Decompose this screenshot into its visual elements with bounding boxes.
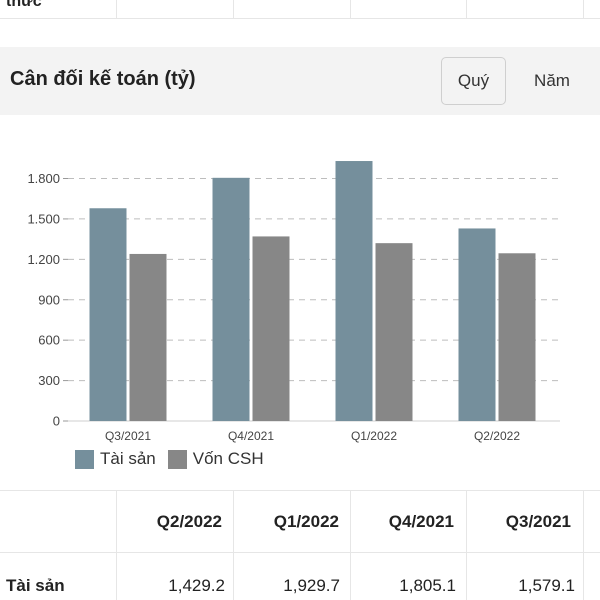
bar-tai-san bbox=[212, 177, 250, 421]
year-toggle-button[interactable]: Năm bbox=[534, 71, 570, 90]
table-divider bbox=[116, 490, 117, 600]
bar-von-csh bbox=[498, 253, 536, 421]
legend-item-tai-san[interactable]: Tài sản bbox=[75, 449, 156, 469]
y-tick-label: 1.200 bbox=[27, 252, 60, 267]
bar-tai-san bbox=[458, 228, 496, 421]
x-category-label: Q3/2021 bbox=[105, 429, 151, 443]
bar-von-csh bbox=[252, 236, 290, 421]
quarter-toggle-button[interactable]: Quý bbox=[441, 57, 506, 105]
row-label-tai-san: Tài sản bbox=[6, 576, 65, 595]
column-header-q4-2021: Q4/2021 bbox=[388, 512, 454, 531]
x-category-label: Q2/2022 bbox=[474, 429, 520, 443]
bar-von-csh bbox=[375, 243, 413, 421]
table-divider bbox=[466, 490, 467, 600]
bar-tai-san bbox=[89, 208, 127, 421]
column-header-q3-2021: Q3/2021 bbox=[505, 512, 571, 531]
table-divider bbox=[233, 490, 234, 600]
chart-legend: Tài sản Vốn CSH bbox=[75, 447, 276, 471]
y-tick-label: 900 bbox=[38, 292, 60, 307]
balance-table: Q2/2022 Q1/2022 Q4/2021 Q3/2021 Tài sản … bbox=[0, 490, 600, 600]
top-table-divider bbox=[350, 0, 351, 18]
legend-label: Vốn CSH bbox=[192, 449, 264, 468]
table-border bbox=[0, 552, 600, 553]
top-table-divider bbox=[233, 0, 234, 18]
column-header-q2-2022: Q2/2022 bbox=[156, 512, 222, 531]
section-header: Cân đối kế toán (tỷ) bbox=[0, 47, 600, 115]
table-border bbox=[0, 490, 600, 491]
table-divider bbox=[350, 490, 351, 600]
section-title: Cân đối kế toán (tỷ) bbox=[10, 68, 196, 90]
balance-sheet-chart: 0 300 600 900 1.200 1.500 1.800 Q3/2021 Q4/2021 Q… bbox=[27, 161, 560, 443]
top-table-partial: thức bbox=[0, 0, 600, 19]
top-table-divider bbox=[583, 0, 584, 18]
table-divider bbox=[583, 490, 584, 600]
table-cell: 1,579.1 bbox=[518, 576, 575, 595]
y-tick-label: 0 bbox=[53, 414, 60, 429]
table-cell: 1,429.2 bbox=[168, 576, 225, 595]
y-tick-label: 1.500 bbox=[27, 211, 60, 226]
bar-tai-san bbox=[335, 161, 373, 421]
table-cell: 1,805.1 bbox=[399, 576, 456, 595]
x-category-label: Q1/2022 bbox=[351, 429, 397, 443]
y-tick-label: 1.800 bbox=[27, 171, 60, 186]
table-cell: 1,929.7 bbox=[283, 576, 340, 595]
top-table-row-label: thức bbox=[6, 0, 42, 10]
top-table-divider bbox=[116, 0, 117, 18]
x-category-label: Q4/2021 bbox=[228, 429, 274, 443]
legend-item-von-csh[interactable]: Vốn CSH bbox=[167, 449, 264, 469]
legend-swatch-von-csh bbox=[167, 449, 187, 469]
legend-swatch-tai-san bbox=[75, 449, 94, 469]
legend-label: Tài sản bbox=[100, 449, 156, 468]
y-tick-label: 300 bbox=[38, 373, 60, 388]
bar-von-csh bbox=[129, 253, 167, 421]
y-tick-label: 600 bbox=[38, 333, 60, 348]
top-table-divider bbox=[466, 0, 467, 18]
column-header-q1-2022: Q1/2022 bbox=[273, 512, 339, 531]
